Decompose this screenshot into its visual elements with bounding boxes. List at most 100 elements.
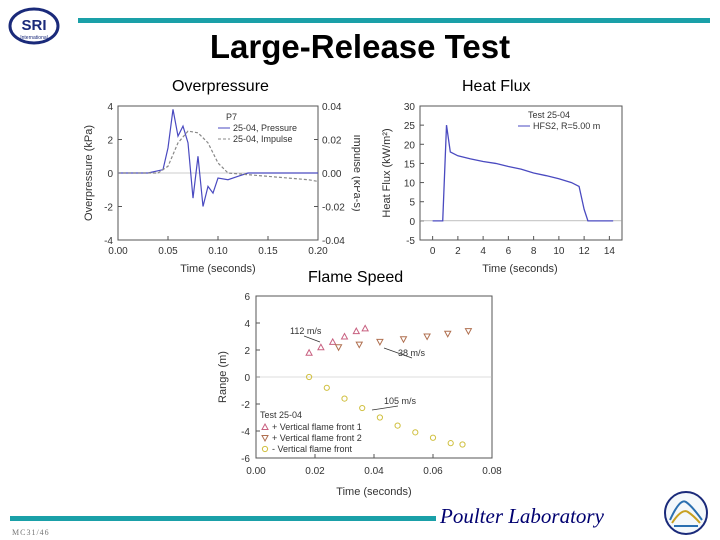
- top-divider: [78, 18, 710, 23]
- y-axis-label: Heat Flux (kW/m²): [381, 128, 393, 217]
- y-tick-label: 4: [107, 102, 113, 113]
- x-tick-label: 0.06: [423, 466, 443, 477]
- flame-speed-chart: -6 -4 -2 0 2 4 6 0.00 0.02 0.04 0.06 0.08 112 m/s 3…: [217, 292, 502, 498]
- x-axis-label: Time (seconds): [336, 486, 411, 498]
- x-tick-label: 0.04: [364, 466, 384, 477]
- annotation-label: 112 m/s: [290, 326, 322, 336]
- y-tick-label: 6: [244, 292, 250, 303]
- y-tick-label: 0: [244, 373, 250, 384]
- legend-swatch: [261, 445, 269, 453]
- legend-entry: - Vertical flame front: [272, 444, 353, 454]
- y-tick-label: 20: [404, 140, 416, 151]
- series-2-point: [355, 341, 364, 349]
- x-tick-label: 0.05: [158, 246, 178, 257]
- series-2-point: [334, 344, 343, 352]
- legend-swatch: [261, 435, 269, 443]
- legend-title: Test 25-04: [260, 410, 302, 420]
- series-2-point: [376, 338, 384, 346]
- bottom-divider: [10, 516, 436, 521]
- x-tick-label: 0.15: [258, 246, 278, 257]
- y-tick-label: 0: [409, 217, 415, 228]
- y2-tick-label: 0.02: [322, 136, 342, 147]
- series-lines: [420, 125, 622, 222]
- series-2-point: [399, 336, 408, 344]
- y-tick-label: 15: [404, 159, 416, 170]
- series-3-point: [412, 429, 419, 436]
- heat-flux-label: Heat Flux: [462, 78, 531, 95]
- series-3-point: [341, 395, 348, 402]
- legend-entry: + Vertical flame front 1: [272, 422, 362, 432]
- series-2-point: [443, 330, 452, 338]
- series-3-point: [306, 373, 313, 381]
- y-tick-label: -2: [241, 400, 250, 411]
- legend-swatch: [261, 422, 269, 430]
- y2-ticks: -0.04 -0.02 0.00 0.02 0.04: [314, 102, 345, 247]
- y-tick-label: 2: [244, 346, 250, 357]
- svg-text:International: International: [20, 35, 48, 41]
- x-tick-label: 0.02: [305, 466, 325, 477]
- series-1-point: [317, 343, 325, 351]
- footer-code: MC31/46: [12, 528, 50, 537]
- series-1-point: [340, 332, 349, 340]
- x-tick-label: 2: [455, 246, 461, 257]
- x-tick-label: 12: [579, 246, 591, 257]
- y-tick-label: -5: [406, 236, 415, 247]
- series-line-1: [432, 125, 614, 222]
- y-tick-label: 4: [244, 319, 250, 330]
- series-2-point: [464, 328, 473, 336]
- x-tick-label: 6: [506, 246, 512, 257]
- x-tick-label: 14: [604, 246, 616, 257]
- series-1-point: [352, 327, 361, 335]
- series-1-point: [328, 337, 337, 345]
- y-tick-label: 10: [404, 179, 416, 190]
- x-tick-label: 4: [480, 246, 486, 257]
- poulter-lab-logo: [664, 491, 708, 535]
- series-line-2: [118, 130, 319, 182]
- x-ticks: 0.00 0.05 0.10 0.15 0.20: [108, 236, 328, 257]
- series-1-point: [361, 324, 369, 332]
- y-tick-label: 5: [409, 198, 415, 209]
- series-2-point: [423, 333, 431, 341]
- series-3-point: [323, 384, 330, 391]
- svg-text:SRI: SRI: [21, 17, 46, 34]
- y-ticks: -6 -4 -2 0 2 4 6: [241, 292, 260, 465]
- series-3-point: [376, 414, 383, 421]
- y-axis-label: Overpressure (kPa): [83, 125, 95, 221]
- x-tick-label: 10: [553, 246, 565, 257]
- y2-tick-label: -0.02: [322, 203, 345, 214]
- y2-tick-label: 0.00: [322, 169, 342, 180]
- x-axis-label: Time (seconds): [180, 263, 255, 275]
- flame-speed-label: Flame Speed: [308, 269, 404, 286]
- legend: Test 25-04 + Vertical flame front 1+ Vert…: [260, 410, 362, 454]
- y-tick-label: -4: [104, 236, 113, 247]
- annotation-label: 105 m/s: [384, 396, 417, 406]
- series-lines: [118, 109, 319, 207]
- y2-tick-label: -0.04: [322, 236, 345, 247]
- slide-title: Large-Release Test: [209, 28, 511, 65]
- series-3-point: [394, 422, 401, 429]
- x-tick-label: 0.08: [482, 466, 502, 477]
- legend-title: Test 25-04: [528, 110, 570, 120]
- panel-label: P7: [226, 112, 237, 122]
- legend-entry: 25-04, Impulse: [233, 134, 293, 144]
- y-tick-label: 0: [107, 169, 113, 180]
- x-tick-label: 0: [430, 246, 436, 257]
- y-ticks: -4 -2 0 2 4: [104, 102, 122, 247]
- series-3-point: [447, 440, 454, 447]
- sri-logo: SRI International: [8, 7, 60, 45]
- y2-tick-label: 0.04: [322, 102, 342, 113]
- y-tick-label: 30: [404, 102, 416, 113]
- y-axis-label: Range (m): [217, 351, 229, 403]
- legend-entry: + Vertical flame front 2: [272, 433, 362, 443]
- annotation-arrow: [371, 405, 399, 411]
- y-ticks: -5 0 5 10 15 20 25 30: [404, 102, 424, 247]
- x-tick-label: 0.10: [208, 246, 228, 257]
- annotation-arrow: [383, 347, 413, 359]
- y-tick-label: -4: [241, 427, 250, 438]
- series-line-1: [118, 109, 318, 207]
- x-tick-label: 0.00: [246, 466, 266, 477]
- overpressure-label: Overpressure: [172, 78, 269, 95]
